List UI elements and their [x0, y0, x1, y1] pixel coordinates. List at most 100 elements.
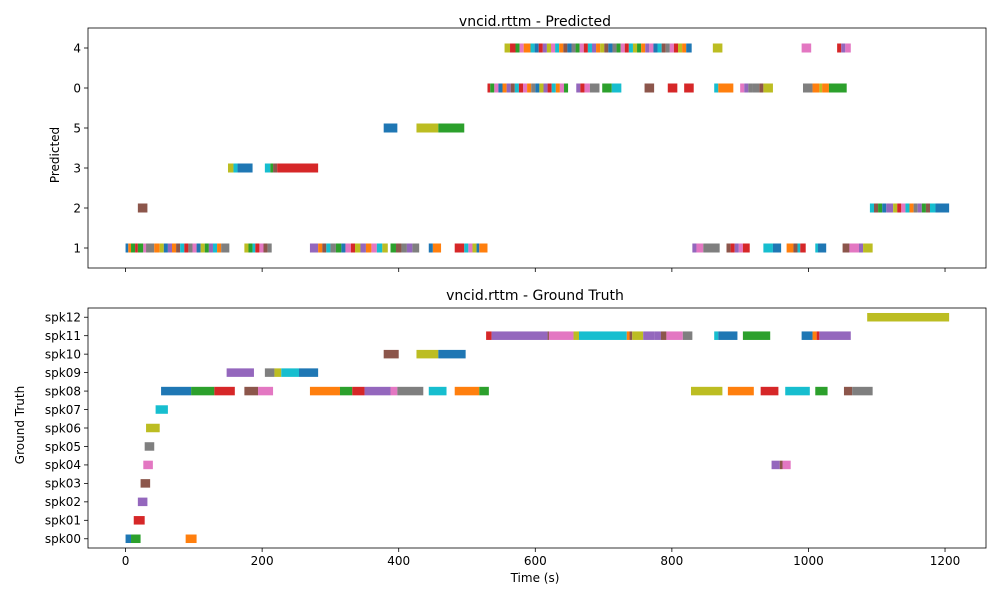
predicted-segment: [786, 243, 794, 253]
predicted-segment: [217, 243, 222, 253]
ground-truth-segment: [491, 331, 548, 340]
ground-truth-segment: [629, 331, 633, 340]
predicted-segment: [628, 43, 633, 53]
predicted-segment: [584, 83, 590, 93]
predicted-segment: [571, 43, 576, 53]
ground-truth-segment: [690, 386, 723, 396]
ground-truth-segment: [666, 331, 683, 340]
predicted-segment: [559, 43, 564, 53]
predicted-segment: [818, 243, 827, 253]
ground-truth-segment: [682, 331, 693, 340]
predicted-segment: [318, 243, 323, 253]
predicted-segment: [530, 43, 535, 53]
ground-truth-segment: [815, 386, 828, 396]
predicted-segment: [176, 243, 181, 253]
predicted-segment: [748, 83, 753, 93]
predicted-segment: [534, 43, 539, 53]
predicted-segment: [555, 43, 560, 53]
predicted-segment: [669, 43, 674, 53]
predicted-segment: [204, 243, 209, 253]
predicted-segment: [376, 243, 383, 253]
predicted-segment: [657, 43, 662, 53]
predicted-segment: [686, 43, 692, 53]
predicted-segment: [800, 243, 806, 253]
ground-truth-segment: [140, 479, 151, 488]
predicted-segment: [909, 203, 914, 213]
ground-truth-y-tick-label: spk06: [45, 421, 81, 435]
predicted-y-axis-label: Predicted: [48, 127, 62, 183]
predicted-segment: [371, 243, 377, 253]
predicted-segment: [752, 83, 760, 93]
predicted-segment: [797, 243, 801, 253]
predicted-segment: [237, 163, 253, 173]
ground-truth-segment: [573, 331, 579, 340]
predicted-segment: [684, 83, 694, 93]
predicted-segment: [563, 83, 569, 93]
ground-truth-plot-frame: [87, 307, 987, 549]
ground-truth-segment: [479, 386, 489, 396]
predicted-segment: [649, 43, 654, 53]
predicted-segment: [200, 243, 205, 253]
predicted-segment: [714, 83, 719, 93]
ground-truth-x-ticks: 0 200 400 600 800 1000 1200: [122, 548, 961, 568]
predicted-segment: [335, 243, 342, 253]
predicted-segment: [401, 243, 407, 253]
predicted-segment: [498, 83, 503, 93]
predicted-segment: [863, 243, 873, 253]
predicted-segment: [248, 243, 253, 253]
predicted-segment: [487, 83, 491, 93]
ground-truth-y-tick-label: spk09: [45, 366, 81, 380]
predicted-segment: [901, 203, 906, 213]
predicted-segment: [587, 43, 592, 53]
predicted-segment: [309, 243, 319, 253]
ground-truth-segment: [299, 368, 319, 377]
predicted-segment: [543, 83, 548, 93]
ground-truth-x-tick-label: 1000: [793, 554, 824, 568]
ground-truth-segment: [383, 349, 399, 359]
predicted-segment: [637, 43, 642, 53]
ground-truth-segment: [819, 331, 851, 340]
predicted-segment: [270, 163, 274, 173]
predicted-segment: [137, 243, 144, 253]
predicted-segment: [837, 43, 842, 53]
ground-truth-segment: [274, 368, 282, 377]
ground-truth-segment: [486, 331, 492, 340]
predicted-segment: [858, 243, 864, 253]
predicted-segment: [793, 243, 798, 253]
ground-truth-segment: [131, 534, 141, 544]
ground-truth-segment: [760, 386, 779, 396]
ground-truth-y-tick-label: spk01: [45, 514, 81, 528]
predicted-segment: [600, 43, 605, 53]
predicted-segment: [730, 243, 735, 253]
ground-truth-x-tick-label: 200: [251, 554, 274, 568]
ground-truth-segments: [125, 312, 950, 544]
predicted-segment: [616, 43, 621, 53]
ground-truth-segment: [309, 386, 340, 396]
ground-truth-segment: [364, 386, 391, 396]
predicted-segment: [917, 203, 922, 213]
ground-truth-segment: [785, 386, 810, 396]
predicted-segment: [555, 83, 560, 93]
ground-truth-y-ticks: spk00 spk01 spk02 spk03 spk04 spk05 spk06 spk07…: [45, 311, 88, 546]
predicted-segment: [476, 243, 480, 253]
predicted-segment: [527, 83, 532, 93]
predicted-segment: [632, 43, 638, 53]
ground-truth-x-tick-label: 600: [524, 554, 547, 568]
ground-truth-x-tick-label: 1200: [930, 554, 961, 568]
ground-truth-segment: [660, 331, 667, 340]
predicted-segment: [506, 83, 511, 93]
predicted-segment: [913, 203, 918, 213]
predicted-segment: [519, 43, 524, 53]
predicted-segment: [523, 83, 528, 93]
ground-truth-chart-title: vncid.rttm - Ground Truth: [446, 288, 624, 304]
predicted-segment: [579, 43, 584, 53]
predicted-segment: [718, 83, 734, 93]
ground-truth-segment: [214, 386, 235, 396]
predicted-segment: [479, 243, 488, 253]
predicted-segment: [523, 43, 531, 53]
ground-truth-y-tick-label: spk04: [45, 458, 81, 472]
predicted-segment: [172, 243, 177, 253]
predicted-segments: [125, 43, 950, 253]
predicted-segment: [472, 243, 477, 253]
